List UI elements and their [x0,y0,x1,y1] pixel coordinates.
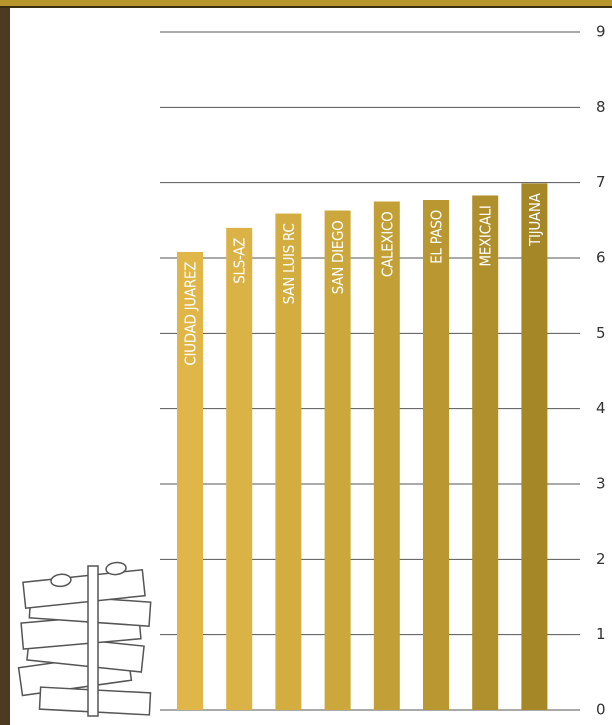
top-border-shadow [0,6,612,8]
y-tick-label: 9 [596,23,606,41]
bar-label: CIUDAD JUAREZ [182,262,200,366]
bar-label: SAN DIEGO [329,221,347,295]
bar [324,210,351,711]
bar [521,183,548,711]
bar [423,199,449,710]
top-border [0,0,612,6]
bar [472,195,499,710]
y-tick-label: 7 [596,173,606,191]
y-tick-label: 1 [596,625,606,643]
bar-label: SAN LUIS RC [280,224,298,305]
y-tick-label: 5 [596,324,606,342]
bar [275,213,302,710]
bar-label: CALEXICO [378,212,396,278]
bar [373,201,400,710]
y-tick-label: 8 [596,98,606,116]
bar-label: MEXICALI [477,205,495,266]
bar [226,227,253,710]
left-edge [0,8,10,725]
bar-label: EL PASO [428,210,446,264]
y-tick-label: 3 [596,475,606,493]
y-tick-label: 0 [596,701,606,719]
y-tick-label: 2 [596,550,606,568]
bar-label: SLS-AZ [231,238,249,284]
money-stack [17,561,152,717]
y-tick-label: 6 [596,249,606,267]
y-tick-label: 4 [596,399,606,417]
bar [177,251,203,710]
bar-label: TIJUANA [526,192,544,247]
